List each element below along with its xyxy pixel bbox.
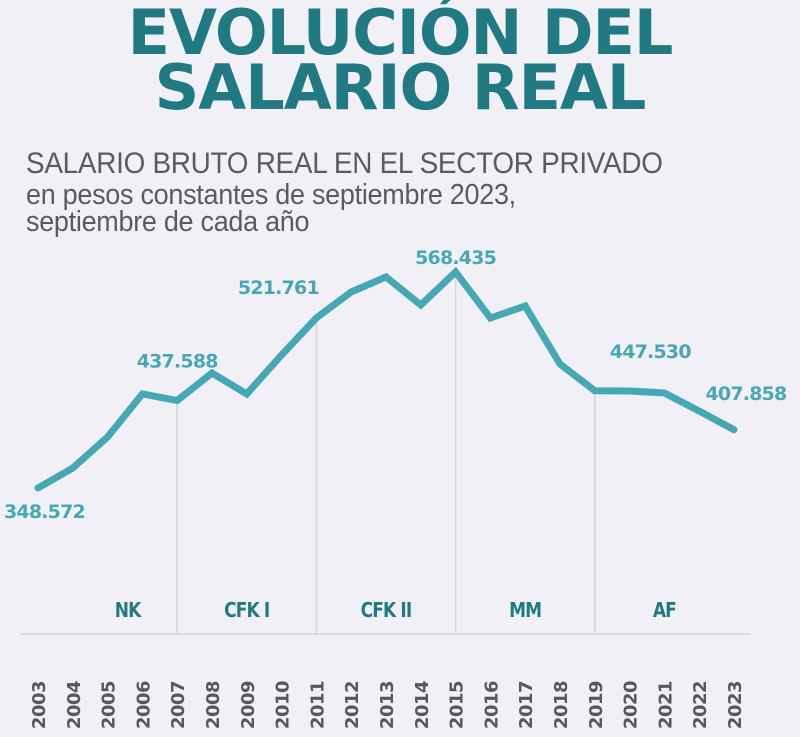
x-tick-label-2009: 2009 — [238, 681, 259, 729]
x-tick-label-2008: 2008 — [203, 681, 224, 729]
data-label-2003: 348.572 — [4, 501, 85, 523]
series-line — [34, 266, 738, 492]
x-tick-label-2021: 2021 — [655, 681, 676, 729]
period-label-mm: MM — [509, 600, 541, 623]
x-tick-label-2003: 2003 — [29, 681, 50, 729]
period-dividers — [176, 272, 596, 634]
data-label-2015: 568.435 — [415, 247, 496, 269]
x-tick-label-2012: 2012 — [342, 681, 363, 729]
data-labels: 348.572 437.588 521.761 568.435 447.530 407.8… — [4, 247, 788, 523]
x-tick-label-2005: 2005 — [99, 681, 120, 729]
data-label-2007: 437.588 — [137, 351, 219, 373]
period-label-af: AF — [653, 600, 676, 623]
x-tick-label-2023: 2023 — [725, 681, 746, 729]
data-label-2011: 521.761 — [238, 277, 319, 299]
x-axis-tick-labels: 2003 2004 2005 2006 2007 2008 2009 2010 2011 2012… — [29, 681, 746, 729]
chart-title-line-2: SALARIO REAL — [154, 51, 647, 124]
x-tick-label-2017: 2017 — [516, 681, 537, 729]
x-tick-label-2020: 2020 — [621, 681, 642, 729]
x-tick-label-2019: 2019 — [586, 681, 607, 729]
data-label-2023: 407.858 — [706, 383, 788, 405]
x-tick-label-2013: 2013 — [377, 681, 398, 729]
x-tick-label-2014: 2014 — [412, 681, 433, 729]
x-tick-label-2022: 2022 — [690, 681, 711, 729]
data-label-2019: 447.530 — [610, 341, 692, 363]
x-tick-label-2010: 2010 — [273, 681, 294, 729]
x-tick-label-2018: 2018 — [551, 681, 572, 729]
x-tick-label-2011: 2011 — [307, 681, 328, 729]
period-label-cfk-i: CFK I — [224, 600, 269, 623]
period-label-nk: NK — [115, 600, 142, 623]
x-tick-label-2006: 2006 — [133, 681, 154, 729]
period-label-cfk-ii: CFK II — [361, 600, 412, 623]
x-tick-label-2016: 2016 — [481, 681, 502, 729]
chart-subtitle: SALARIO BRUTO REAL EN EL SECTOR PRIVADO — [26, 147, 663, 180]
period-labels: NK CFK I CFK II MM AF — [115, 600, 677, 623]
x-tick-label-2007: 2007 — [168, 681, 189, 729]
chart-subtitle-period: septiembre de cada año — [26, 206, 310, 238]
chart-title-line-1: EVOLUCIÓN DEL — [127, 0, 674, 69]
x-tick-label-2004: 2004 — [64, 681, 85, 729]
x-tick-label-2015: 2015 — [447, 681, 468, 729]
chart-subtitle-units: en pesos constantes de septiembre 2023, — [26, 179, 516, 211]
